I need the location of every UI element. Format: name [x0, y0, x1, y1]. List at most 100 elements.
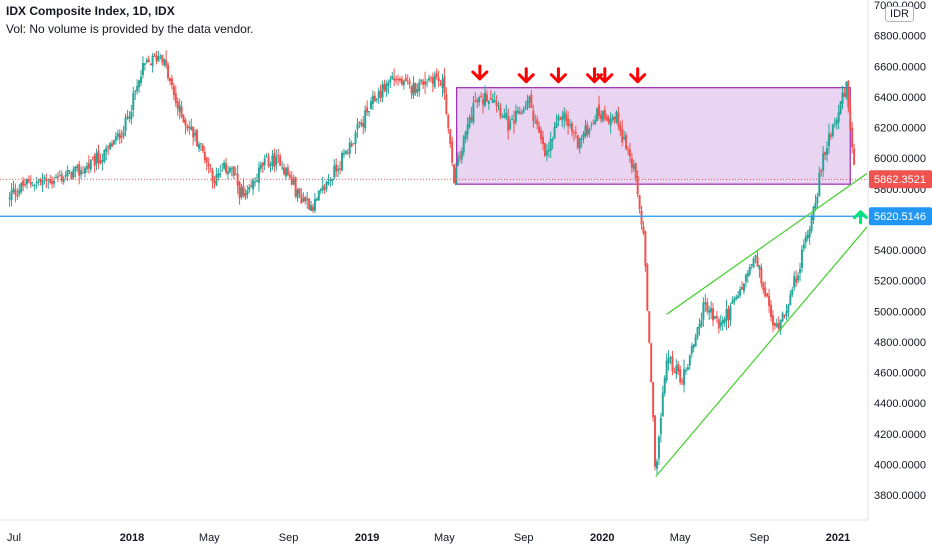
channel-line[interactable]	[666, 172, 868, 315]
candle-body	[252, 180, 255, 190]
candle	[186, 124, 189, 132]
candle-body	[389, 79, 392, 83]
candle-body	[538, 125, 541, 133]
candle-body	[551, 138, 554, 141]
candle	[319, 188, 322, 194]
resistance-zone[interactable]	[456, 87, 851, 185]
candle-body	[366, 107, 369, 113]
candle	[167, 62, 170, 81]
candle	[230, 166, 233, 177]
candle	[816, 192, 819, 209]
candle	[516, 106, 519, 115]
candle	[456, 152, 459, 166]
candle-body	[410, 86, 413, 94]
candle-body	[151, 56, 154, 67]
candle-body	[762, 282, 765, 291]
candle	[696, 326, 699, 340]
candle	[20, 181, 23, 195]
candle-body	[339, 168, 342, 170]
candle-body	[209, 168, 212, 170]
channel-line[interactable]	[655, 226, 868, 478]
candle-body	[752, 258, 755, 268]
candle	[116, 129, 119, 141]
candle	[215, 167, 218, 187]
candle	[627, 146, 630, 156]
candle-body	[254, 181, 257, 183]
candle-body	[744, 274, 747, 282]
last-price-tag[interactable]: 5862.3521	[869, 170, 932, 189]
candle-body	[234, 173, 237, 175]
candle-body	[433, 75, 436, 87]
candle	[275, 149, 278, 171]
candle	[362, 116, 365, 135]
candle-body	[310, 205, 313, 212]
price-tick-label: 6600.0000	[874, 61, 926, 73]
price-axis[interactable]: 7000.00006800.00006600.00006400.00006200…	[867, 0, 932, 550]
candle-body	[437, 77, 440, 82]
candle	[271, 149, 274, 171]
candle	[325, 180, 328, 192]
candle	[221, 162, 224, 172]
candle	[393, 68, 396, 87]
price-tick-label: 4800.0000	[874, 337, 926, 349]
candle-body	[536, 119, 539, 125]
candle	[719, 314, 722, 331]
candle-body	[750, 264, 753, 266]
candle-body	[313, 199, 316, 211]
candle	[87, 155, 90, 174]
candle-body	[659, 417, 662, 434]
time-tick-label: Sep	[279, 532, 299, 544]
support-price-tag[interactable]: 5620.5146	[869, 207, 932, 226]
candle-body	[615, 111, 618, 123]
candle	[482, 93, 485, 114]
resistance-box[interactable]	[456, 87, 851, 185]
candle	[373, 91, 376, 103]
arrow-stroke	[629, 67, 647, 84]
candle	[172, 82, 175, 101]
candle-body	[190, 126, 193, 130]
candle	[265, 152, 268, 158]
down-arrow-icon	[517, 67, 535, 84]
candle	[385, 80, 388, 97]
candle	[122, 125, 125, 140]
candle	[211, 167, 214, 189]
candle	[729, 302, 732, 327]
candle	[412, 76, 415, 100]
candle	[145, 57, 148, 64]
candle-body	[565, 114, 568, 121]
candle	[663, 375, 666, 397]
candle	[514, 104, 517, 125]
candle	[652, 381, 655, 422]
candle-body	[331, 179, 334, 182]
candle	[615, 109, 618, 124]
candle-body	[499, 106, 502, 117]
candle-body	[78, 164, 81, 176]
candle	[335, 158, 338, 178]
candle	[389, 75, 392, 89]
candle-body	[20, 182, 23, 192]
candle-body	[58, 175, 61, 177]
candle-body	[107, 146, 110, 148]
candle-body	[652, 382, 655, 418]
candle	[269, 161, 272, 173]
currency-badge[interactable]: IDR	[885, 6, 914, 22]
candle	[360, 119, 363, 128]
candle	[814, 194, 817, 212]
candle-body	[654, 415, 657, 467]
candle-body	[692, 344, 695, 348]
candle	[68, 170, 71, 175]
candle-body	[312, 206, 315, 211]
candle	[781, 311, 784, 322]
candle	[549, 131, 552, 158]
candle	[715, 311, 718, 323]
candle	[700, 312, 703, 329]
candle	[640, 205, 643, 230]
candle-body	[453, 164, 456, 184]
candle-body	[54, 177, 57, 179]
trend-lines[interactable]	[0, 172, 868, 478]
time-axis[interactable]: Jul 2018 May Sep 2019 May Sep 2020 May Sep 2021	[0, 519, 868, 544]
candle	[675, 359, 678, 380]
candle-body	[342, 152, 345, 155]
candle	[91, 156, 94, 161]
